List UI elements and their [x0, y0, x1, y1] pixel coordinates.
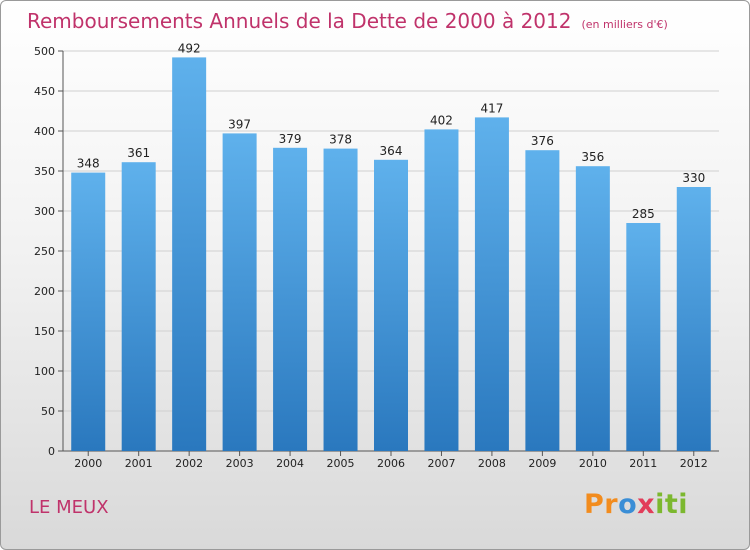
bars [71, 57, 711, 452]
bar [273, 147, 308, 452]
y-tick-label: 500 [34, 45, 55, 58]
y-tick-label: 150 [34, 325, 55, 338]
bar [474, 117, 509, 452]
y-tick-label: 250 [34, 245, 55, 258]
data-label: 348 [77, 157, 100, 171]
chart-unit: (en milliers d'€) [581, 18, 668, 31]
chart-title-text: Remboursements Annuels de la Dette de 20… [27, 9, 572, 33]
x-tick-label: 2009 [528, 457, 556, 470]
y-tick-label: 450 [34, 85, 55, 98]
bar [374, 159, 408, 452]
data-label: 397 [228, 117, 251, 131]
bar [222, 133, 257, 451]
x-tick-label: 2006 [377, 457, 405, 470]
x-tick-label: 2000 [74, 457, 102, 470]
data-label: 361 [127, 146, 150, 160]
data-label: 417 [480, 101, 503, 115]
x-tick-label: 2001 [125, 457, 153, 470]
x-tick-label: 2011 [629, 457, 657, 470]
bar [525, 150, 560, 451]
y-tick-label: 50 [41, 405, 55, 418]
data-label: 492 [178, 41, 201, 55]
data-label: 376 [531, 134, 554, 148]
y-tick-label: 350 [34, 165, 55, 178]
data-label: 379 [279, 132, 302, 146]
bar [626, 223, 661, 451]
bar [575, 166, 610, 451]
data-label: 285 [632, 207, 655, 221]
x-tick-label: 2005 [327, 457, 355, 470]
data-label: 356 [581, 150, 604, 164]
bar [424, 129, 459, 451]
data-label: 378 [329, 133, 352, 147]
x-tick-label: 2004 [276, 457, 304, 470]
proxiti-logo[interactable]: Proxiti [584, 489, 689, 520]
data-label: 330 [682, 171, 705, 185]
y-tick-label: 300 [34, 205, 55, 218]
y-tick-label: 400 [34, 125, 55, 138]
bar [323, 148, 358, 451]
data-label: 402 [430, 113, 453, 127]
y-tick-label: 100 [34, 365, 55, 378]
y-tick-label: 0 [48, 445, 55, 458]
chart-title: Remboursements Annuels de la Dette de 20… [27, 9, 668, 33]
y-tick-label: 200 [34, 285, 55, 298]
bar [71, 172, 106, 451]
x-tick-label: 2008 [478, 457, 506, 470]
bar [676, 187, 711, 451]
labels: 0 50 100 150 200 250 300 350 400 450 500 2000 348 200… [34, 41, 708, 470]
x-tick-label: 2012 [680, 457, 708, 470]
x-tick-label: 2010 [579, 457, 607, 470]
x-tick-label: 2003 [226, 457, 254, 470]
data-label: 364 [380, 144, 403, 158]
commune-name: LE MEUX [29, 497, 109, 518]
bar [172, 57, 207, 452]
x-tick-label: 2007 [427, 457, 455, 470]
x-tick-label: 2002 [175, 457, 203, 470]
bar [121, 162, 156, 451]
